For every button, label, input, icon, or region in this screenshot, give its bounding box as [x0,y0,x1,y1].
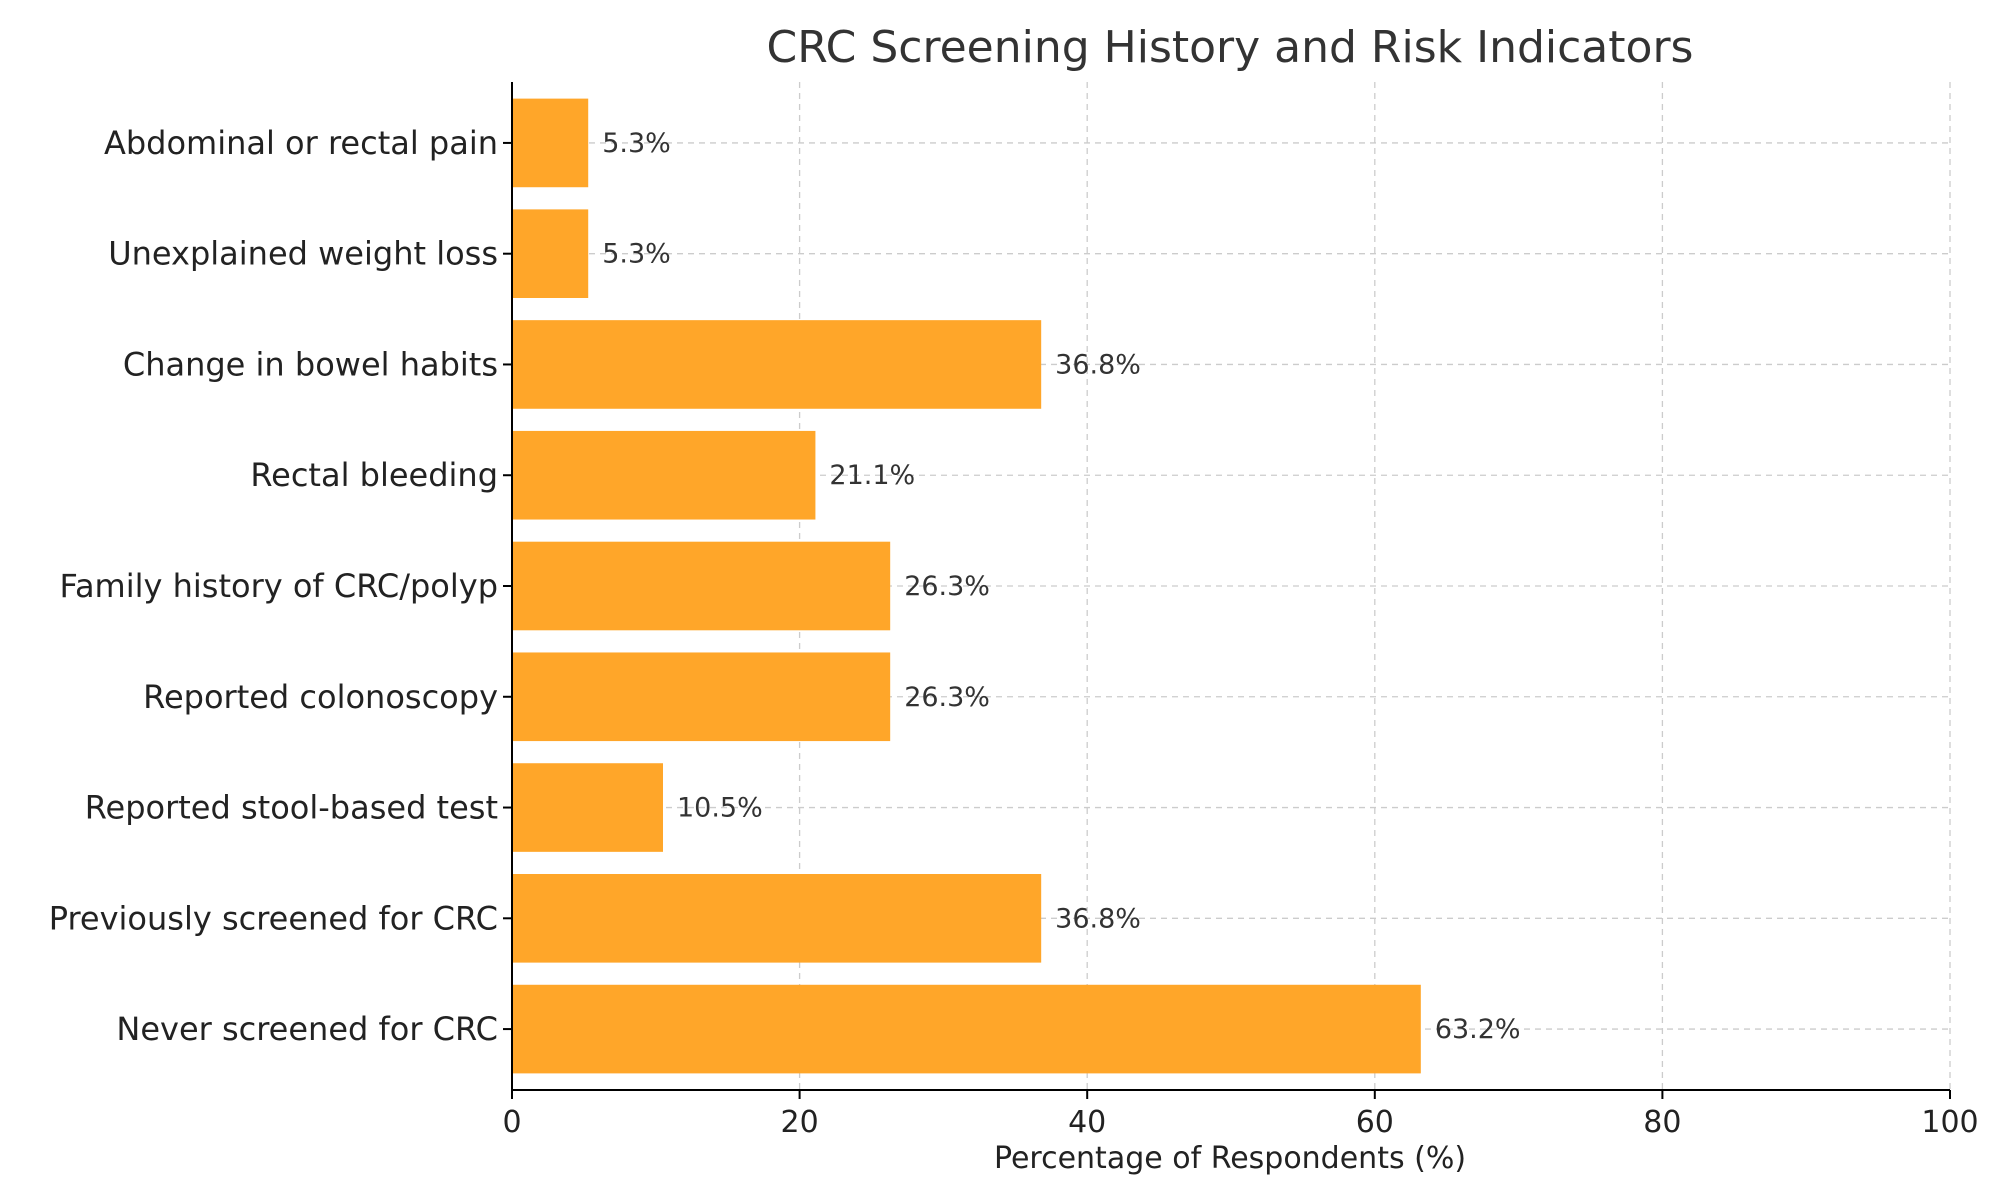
value-label: 36.8% [1055,349,1141,380]
value-label: 5.3% [602,128,671,159]
category-label: Reported colonoscopy [143,678,498,716]
category-label: Abdominal or rectal pain [104,124,498,162]
x-tick-label: 80 [1643,1105,1681,1140]
chart-title: CRC Screening History and Risk Indicator… [767,22,1694,73]
value-label: 36.8% [1055,903,1141,934]
value-label: 63.2% [1435,1014,1521,1045]
x-tick-label: 60 [1356,1105,1394,1140]
x-tick-label: 40 [1068,1105,1106,1140]
bar [512,320,1042,409]
bar [512,541,891,631]
value-label: 26.3% [904,571,990,602]
bar [512,763,663,852]
bar [512,652,891,742]
bar [512,209,589,298]
category-label: Never screened for CRC [116,1010,498,1048]
value-label: 5.3% [602,239,671,270]
x-tick-label: 100 [1921,1105,1978,1140]
bar [512,430,816,520]
bar [512,874,1042,963]
labels: 0 20 40 60 80 100 Never screened for CRC Previo… [49,124,1979,1140]
x-tick-label: 0 [502,1105,521,1140]
x-axis-label: Percentage of Respondents (%) [994,1141,1466,1176]
x-tick-label: 20 [781,1105,819,1140]
value-label: 10.5% [677,793,763,824]
bar [512,984,1421,1074]
category-label: Reported stool-based test [85,789,498,827]
category-label: Change in bowel habits [123,345,498,383]
axes [503,82,1951,1099]
value-label: 21.1% [829,460,915,491]
category-label: Previously screened for CRC [49,899,498,937]
bar [512,98,589,188]
category-label: Family history of CRC/polyp [59,567,498,605]
value-label: 26.3% [904,682,990,713]
category-label: Rectal bleeding [250,456,498,494]
category-label: Unexplained weight loss [108,235,498,273]
bars [512,98,1421,1074]
